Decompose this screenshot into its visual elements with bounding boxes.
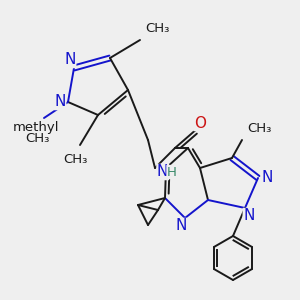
Text: CH₃: CH₃ — [145, 22, 170, 35]
Text: CH₃: CH₃ — [247, 122, 272, 135]
Text: CH₃: CH₃ — [63, 153, 87, 166]
Text: H: H — [167, 166, 177, 178]
Text: N: N — [64, 52, 76, 68]
Text: N: N — [54, 94, 66, 110]
Text: N: N — [157, 164, 168, 179]
Text: N: N — [175, 218, 187, 233]
Text: CH₃: CH₃ — [25, 132, 49, 145]
Text: methyl: methyl — [13, 122, 59, 134]
Text: N: N — [243, 208, 255, 224]
Text: N: N — [261, 170, 273, 185]
Text: O: O — [194, 116, 206, 130]
